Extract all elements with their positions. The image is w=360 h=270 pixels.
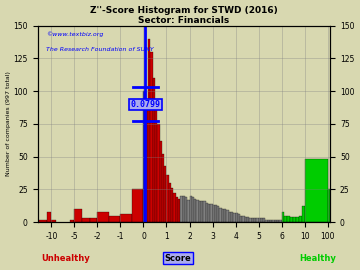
Bar — [217, 207, 220, 222]
Bar — [212, 205, 215, 222]
Bar — [199, 201, 201, 222]
Bar — [203, 201, 206, 222]
Bar — [296, 217, 299, 222]
Text: Unhealthy: Unhealthy — [41, 254, 90, 263]
Bar — [275, 220, 277, 222]
Bar — [231, 212, 233, 222]
Bar — [148, 39, 150, 222]
Bar — [328, 190, 330, 222]
Bar — [287, 216, 290, 222]
Text: Score: Score — [165, 254, 192, 263]
Bar — [270, 220, 273, 222]
Bar — [178, 199, 180, 222]
Bar — [82, 218, 90, 222]
Bar — [226, 210, 229, 222]
Bar — [171, 188, 174, 222]
Bar — [265, 220, 268, 222]
Bar — [192, 197, 194, 222]
Bar — [299, 216, 302, 222]
Bar — [146, 104, 148, 222]
Bar — [180, 196, 183, 222]
Bar — [47, 212, 51, 222]
Bar — [277, 220, 279, 222]
Bar — [268, 220, 270, 222]
Bar — [176, 197, 178, 222]
Bar — [220, 208, 222, 222]
Bar — [224, 209, 226, 222]
Bar — [284, 216, 287, 222]
Bar — [185, 197, 187, 222]
Bar — [254, 218, 256, 222]
Bar — [247, 217, 249, 222]
Bar — [208, 204, 210, 222]
Bar — [90, 218, 98, 222]
Bar — [261, 218, 263, 222]
Bar — [273, 220, 275, 222]
Text: 0.0799: 0.0799 — [130, 100, 160, 109]
Bar — [256, 218, 258, 222]
Bar — [249, 218, 252, 222]
Bar — [150, 52, 153, 222]
Bar — [240, 216, 243, 222]
Bar — [121, 214, 132, 222]
Bar — [302, 207, 305, 222]
Bar — [206, 202, 208, 222]
Bar — [98, 212, 109, 222]
Bar — [279, 220, 282, 222]
Bar — [210, 204, 212, 222]
Title: Z''-Score Histogram for STWD (2016)
Sector: Financials: Z''-Score Histogram for STWD (2016) Sect… — [90, 6, 278, 25]
Bar — [293, 217, 296, 222]
Bar — [305, 159, 328, 222]
Bar — [290, 217, 293, 222]
Text: The Research Foundation of SUNY: The Research Foundation of SUNY — [46, 47, 154, 52]
Text: Healthy: Healthy — [299, 254, 336, 263]
Bar — [263, 218, 265, 222]
Bar — [194, 199, 197, 222]
Bar — [166, 175, 169, 222]
Bar — [153, 78, 155, 222]
Bar — [243, 216, 245, 222]
Bar — [183, 196, 185, 222]
Bar — [155, 104, 157, 222]
Bar — [162, 154, 164, 222]
Bar — [187, 200, 189, 222]
Bar — [51, 220, 56, 222]
Bar — [157, 124, 159, 222]
Y-axis label: Number of companies (997 total): Number of companies (997 total) — [5, 72, 10, 176]
Bar — [189, 196, 192, 222]
Bar — [174, 193, 176, 222]
Bar — [169, 183, 171, 222]
Bar — [144, 91, 146, 222]
Bar — [159, 141, 162, 222]
Bar — [235, 213, 238, 222]
Bar — [282, 212, 284, 222]
Bar — [201, 201, 203, 222]
Bar — [197, 200, 199, 222]
Bar — [75, 209, 82, 222]
Text: ©www.textbiz.org: ©www.textbiz.org — [46, 32, 104, 37]
Bar — [233, 213, 235, 222]
Bar — [215, 205, 217, 222]
Bar — [37, 220, 47, 222]
Bar — [229, 212, 231, 222]
Bar — [222, 209, 224, 222]
Bar — [252, 218, 254, 222]
Bar — [238, 214, 240, 222]
Bar — [109, 216, 121, 222]
Bar — [164, 166, 166, 222]
Bar — [258, 218, 261, 222]
Bar — [132, 190, 144, 222]
Bar — [70, 220, 75, 222]
Bar — [245, 217, 247, 222]
